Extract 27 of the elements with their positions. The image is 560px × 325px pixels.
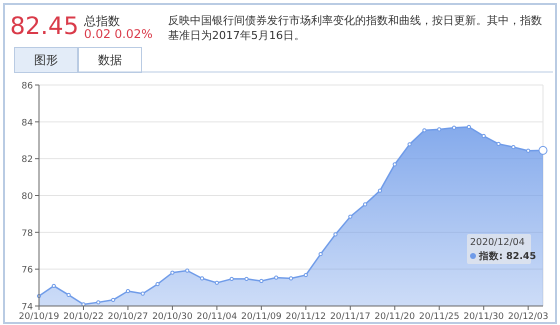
y-tick-label: 80 xyxy=(22,192,34,202)
x-tick-label: 20/10/22 xyxy=(63,312,104,322)
x-tick-label: 20/10/19 xyxy=(18,312,60,322)
x-tick-label: 20/11/20 xyxy=(374,312,416,322)
y-tick-label: 86 xyxy=(22,82,34,92)
annotation: 指数: 82.45 xyxy=(478,250,536,262)
annotation: 2020/12/04 xyxy=(470,237,525,248)
x-tick-label: 20/11/25 xyxy=(419,312,460,322)
text: 数据 xyxy=(78,47,142,73)
text: 图形 xyxy=(14,47,78,73)
y-tick-label: 74 xyxy=(22,302,34,312)
y-tick-label: 76 xyxy=(22,266,34,276)
x-tick-label: 20/11/30 xyxy=(463,312,504,322)
x-tick-label: 20/11/17 xyxy=(330,312,371,322)
chart-title: 82.45 xyxy=(10,12,79,40)
x-tick-label: 20/11/12 xyxy=(286,312,326,322)
x-tick-label: 20/12/03 xyxy=(508,312,548,322)
text: 反映中国银行间债券发行市场利率变化的指数和曲线，按日更新。其中，指数基准日为2017年5月16日。 xyxy=(168,13,543,43)
y-tick-label: 82 xyxy=(22,155,33,166)
x-tick-label: 20/10/30 xyxy=(152,312,193,322)
x-tick-label: 20/10/27 xyxy=(108,312,148,322)
x-tick-label: 20/11/04 xyxy=(196,312,238,322)
y-tick-label: 84 xyxy=(22,118,34,128)
text: 0.02 0.02% xyxy=(84,27,153,41)
chart-subtitle: 总指数 xyxy=(84,13,120,29)
y-tick-label: 78 xyxy=(22,228,34,239)
x-tick-label: 20/11/09 xyxy=(241,312,282,322)
